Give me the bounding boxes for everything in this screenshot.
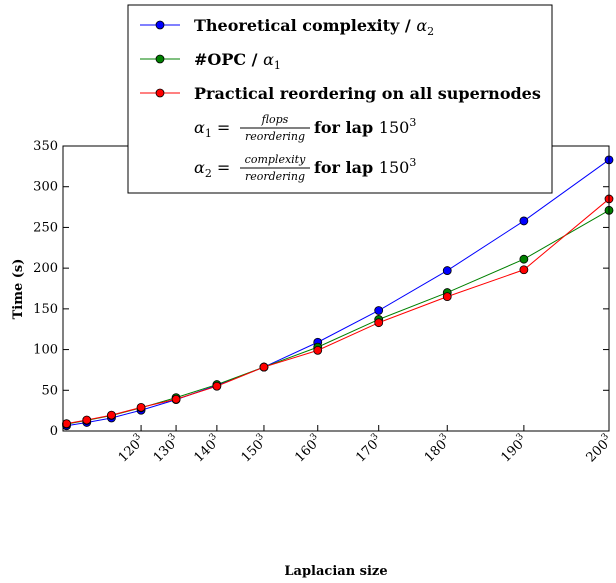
legend: Theoretical complexity / α2 #OPC / α1 Prac…	[127, 4, 553, 194]
legend-annotation: α1 = flops reordering for lap 1503	[194, 113, 416, 143]
y-tick-labels: 0 50 100 150 200 250 300 350	[33, 139, 58, 439]
svg-text:for lap 1503: for lap 1503	[314, 156, 416, 177]
y-tick-label: 50	[41, 383, 58, 398]
data-point	[107, 410, 116, 420]
legend-label: Theoretical complexity / α2	[194, 16, 434, 38]
y-tick-label: 300	[33, 180, 58, 195]
y-tick-label: 200	[33, 261, 58, 276]
data-point	[136, 402, 146, 412]
y-axis-label: Time (s)	[11, 259, 26, 320]
data-point	[62, 419, 71, 429]
data-point	[519, 265, 529, 275]
legend-marker	[155, 54, 165, 64]
legend-label: Practical reordering on all supernodes	[194, 84, 541, 103]
fraction-numerator: flops	[261, 113, 289, 126]
x-tick-label: 1503	[237, 432, 271, 466]
svg-text:1903: 1903	[497, 432, 531, 466]
fraction-numerator: complexity	[245, 153, 306, 166]
legend-box	[127, 4, 553, 194]
series-line-0	[66, 159, 610, 427]
data-point	[212, 381, 222, 391]
svg-text:α2 =: α2 =	[194, 158, 230, 180]
svg-text:1203: 1203	[114, 432, 148, 466]
fraction-denominator: reordering	[245, 170, 305, 183]
data-point	[171, 394, 181, 404]
data-point	[442, 292, 452, 302]
legend-annotation: α2 = complexity reordering for lap 1503	[194, 153, 416, 183]
data-point	[442, 266, 452, 275]
data-point	[82, 415, 92, 425]
data-point	[259, 362, 269, 372]
series-layer	[62, 155, 614, 431]
x-tick-label: 1703	[352, 432, 386, 466]
data-point	[519, 216, 529, 226]
data-point	[519, 254, 529, 264]
svg-text:1703: 1703	[352, 432, 386, 466]
x-tick-labels: 1203 1303 1403 1503 1603 1703 1803 1903 2003	[114, 432, 616, 466]
data-point	[313, 345, 323, 355]
y-tick-label: 250	[33, 220, 58, 235]
svg-text:for lap 1503: for lap 1503	[314, 116, 416, 137]
data-point	[374, 306, 384, 315]
y-tick-label: 350	[33, 139, 58, 154]
y-tick-label: 0	[50, 424, 58, 439]
x-tick-label: 1603	[291, 432, 325, 466]
svg-text:1403: 1403	[190, 432, 224, 466]
svg-text:1803: 1803	[420, 432, 454, 466]
x-tick-label: 1303	[149, 432, 183, 466]
x-tick-label: 1403	[190, 432, 224, 466]
svg-text:1503: 1503	[237, 432, 271, 466]
x-axis-label: Laplacian size	[284, 564, 387, 579]
data-point	[374, 318, 384, 328]
svg-text:2003: 2003	[582, 432, 616, 466]
x-tick-label: 1903	[497, 432, 531, 466]
x-tick-label: 1803	[420, 432, 454, 466]
series-line-1	[66, 209, 610, 425]
series-line-2	[66, 198, 610, 425]
y-tick-label: 100	[33, 343, 58, 358]
svg-text:α1 =: α1 =	[194, 118, 230, 140]
y-tick-label: 150	[33, 302, 58, 317]
fraction-denominator: reordering	[245, 130, 305, 143]
svg-text:1603: 1603	[291, 432, 325, 466]
x-tick-label: 1203	[114, 432, 148, 466]
legend-label: #OPC / α1	[194, 50, 281, 72]
svg-text:1303: 1303	[149, 432, 183, 466]
legend-marker	[155, 20, 165, 30]
x-tick-label: 2003	[582, 432, 616, 466]
legend-marker	[155, 88, 165, 98]
